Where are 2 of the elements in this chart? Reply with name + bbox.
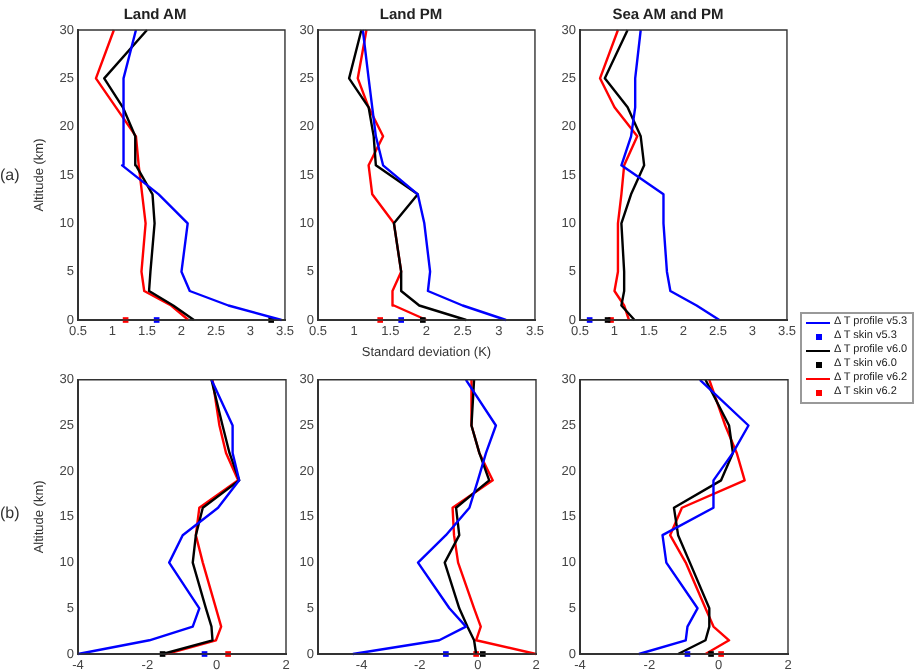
text: (b) [0, 504, 20, 522]
text: (a) [0, 166, 20, 184]
